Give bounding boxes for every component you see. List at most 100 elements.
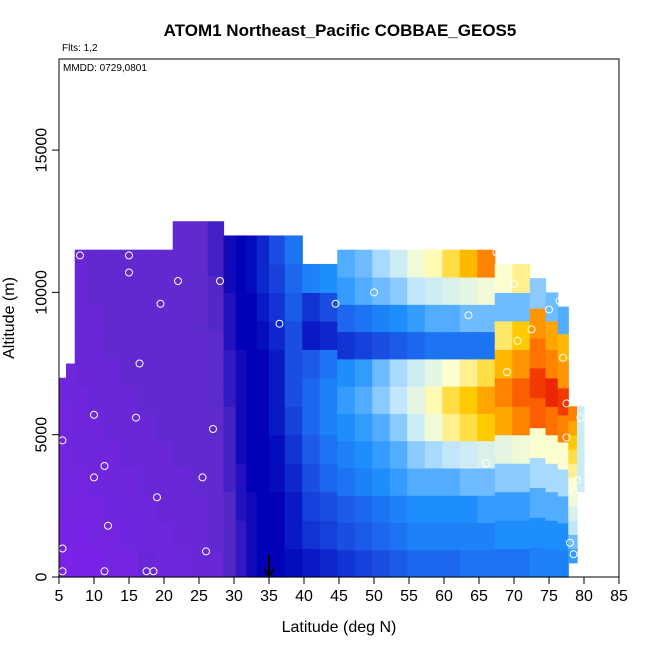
heatmap-cell — [269, 235, 286, 265]
heatmap-cell — [545, 377, 559, 407]
heatmap-cell — [66, 470, 76, 498]
heatmap-cell — [172, 303, 191, 332]
heatmap-cell — [172, 248, 191, 277]
heatmap-cell — [354, 440, 373, 469]
heatmap-cell — [389, 358, 408, 387]
heatmap-cell — [442, 495, 461, 524]
heatmap-cell — [207, 522, 225, 551]
heatmap-cell — [337, 304, 356, 333]
observation-point — [559, 353, 567, 362]
heatmap-cell — [74, 522, 88, 551]
heatmap-cell — [512, 292, 531, 322]
heatmap-cell — [442, 440, 461, 469]
heatmap-cell — [235, 463, 247, 493]
observation-point — [370, 288, 378, 297]
heatmap-cell — [246, 520, 258, 550]
heatmap-cell — [207, 385, 225, 414]
observation-point — [90, 473, 98, 482]
heatmap-cell — [354, 331, 373, 360]
heatmap-cell — [545, 548, 559, 578]
heatmap-cell — [545, 463, 559, 493]
heatmap-cell — [137, 440, 156, 469]
heatmap-cell — [442, 331, 461, 360]
observation-point — [492, 248, 501, 257]
heatmap-cell — [223, 548, 237, 578]
flights-annotation: Flts: 1,2 — [62, 43, 98, 54]
heatmap-cell — [442, 304, 461, 333]
heatmap-cell — [137, 249, 156, 278]
heatmap-cell — [557, 495, 569, 524]
heatmap-cell — [557, 414, 569, 443]
heatmap-cell — [389, 413, 408, 442]
heatmap-cell — [407, 549, 426, 578]
heatmap-cell — [59, 520, 67, 550]
heatmap-cell — [407, 249, 426, 278]
heatmap-cell — [302, 406, 321, 436]
heatmap-cell — [337, 331, 356, 360]
heatmap-cell — [87, 522, 104, 551]
heatmap-cell — [235, 235, 247, 265]
heatmap-cell — [155, 249, 174, 278]
heatmap-cell — [207, 275, 225, 304]
heatmap-cell — [302, 263, 321, 293]
heatmap-cell — [337, 440, 356, 469]
heatmap-cell — [512, 434, 531, 464]
heatmap-cell — [407, 331, 426, 360]
heatmap-cell — [190, 248, 209, 277]
heatmap-cell — [284, 548, 303, 578]
heatmap-cells — [59, 221, 585, 578]
heatmap-cell — [557, 360, 569, 389]
heatmap-cell — [155, 467, 174, 496]
heatmap-cell — [337, 495, 356, 524]
heatmap-cell — [235, 520, 247, 550]
y-axis-label: Altitude (m) — [1, 277, 18, 359]
heatmap-cell — [87, 413, 104, 442]
heatmap-cell — [120, 549, 139, 578]
heatmap-cell — [319, 406, 338, 436]
heatmap-cell — [223, 406, 237, 436]
heatmap-cell — [442, 413, 461, 442]
heatmap-cell — [545, 434, 559, 464]
heatmap-cell — [442, 549, 461, 578]
heatmap-cell — [424, 495, 443, 524]
heatmap-cell — [155, 413, 174, 442]
heatmap-cell — [223, 349, 237, 379]
observation-point — [100, 567, 109, 576]
observation-point — [202, 547, 210, 556]
heatmap-cell — [120, 440, 139, 469]
heatmap-cell — [246, 349, 258, 379]
heatmap-cell — [102, 549, 121, 578]
heatmap-cell — [477, 358, 496, 387]
x-tick-label: 80 — [575, 588, 593, 605]
heatmap-cell — [529, 397, 547, 429]
heatmap-cell — [557, 549, 569, 578]
heatmap-cell — [256, 406, 270, 436]
observation-point — [527, 325, 536, 334]
heatmap-cell — [87, 467, 104, 496]
heatmap-cell — [172, 467, 191, 496]
heatmap-cell — [172, 330, 191, 359]
heatmap-cell — [459, 304, 478, 333]
heatmap-cell — [284, 434, 303, 464]
heatmap-cell — [477, 276, 496, 305]
heatmap-cell — [256, 292, 270, 322]
heatmap-cell — [246, 377, 258, 407]
heatmap-cell — [59, 548, 67, 578]
heatmap-cell — [137, 522, 156, 551]
heatmap-cell — [155, 495, 174, 524]
heatmap-cell — [424, 304, 443, 333]
heatmap-cell — [120, 276, 139, 305]
heatmap-cell — [494, 406, 513, 436]
heatmap-cell — [190, 549, 209, 578]
heatmap-cell — [74, 304, 88, 333]
heatmap-cell — [442, 358, 461, 387]
heatmap-cell — [494, 520, 513, 550]
heatmap-cell — [120, 386, 139, 414]
heatmap-cell — [269, 520, 286, 550]
observation-point — [149, 567, 158, 576]
heatmap-cell — [102, 467, 121, 496]
heatmap-cell — [477, 413, 496, 442]
heatmap-cell — [137, 386, 156, 414]
heatmap-cell — [223, 292, 237, 322]
heatmap-cell — [319, 263, 338, 293]
